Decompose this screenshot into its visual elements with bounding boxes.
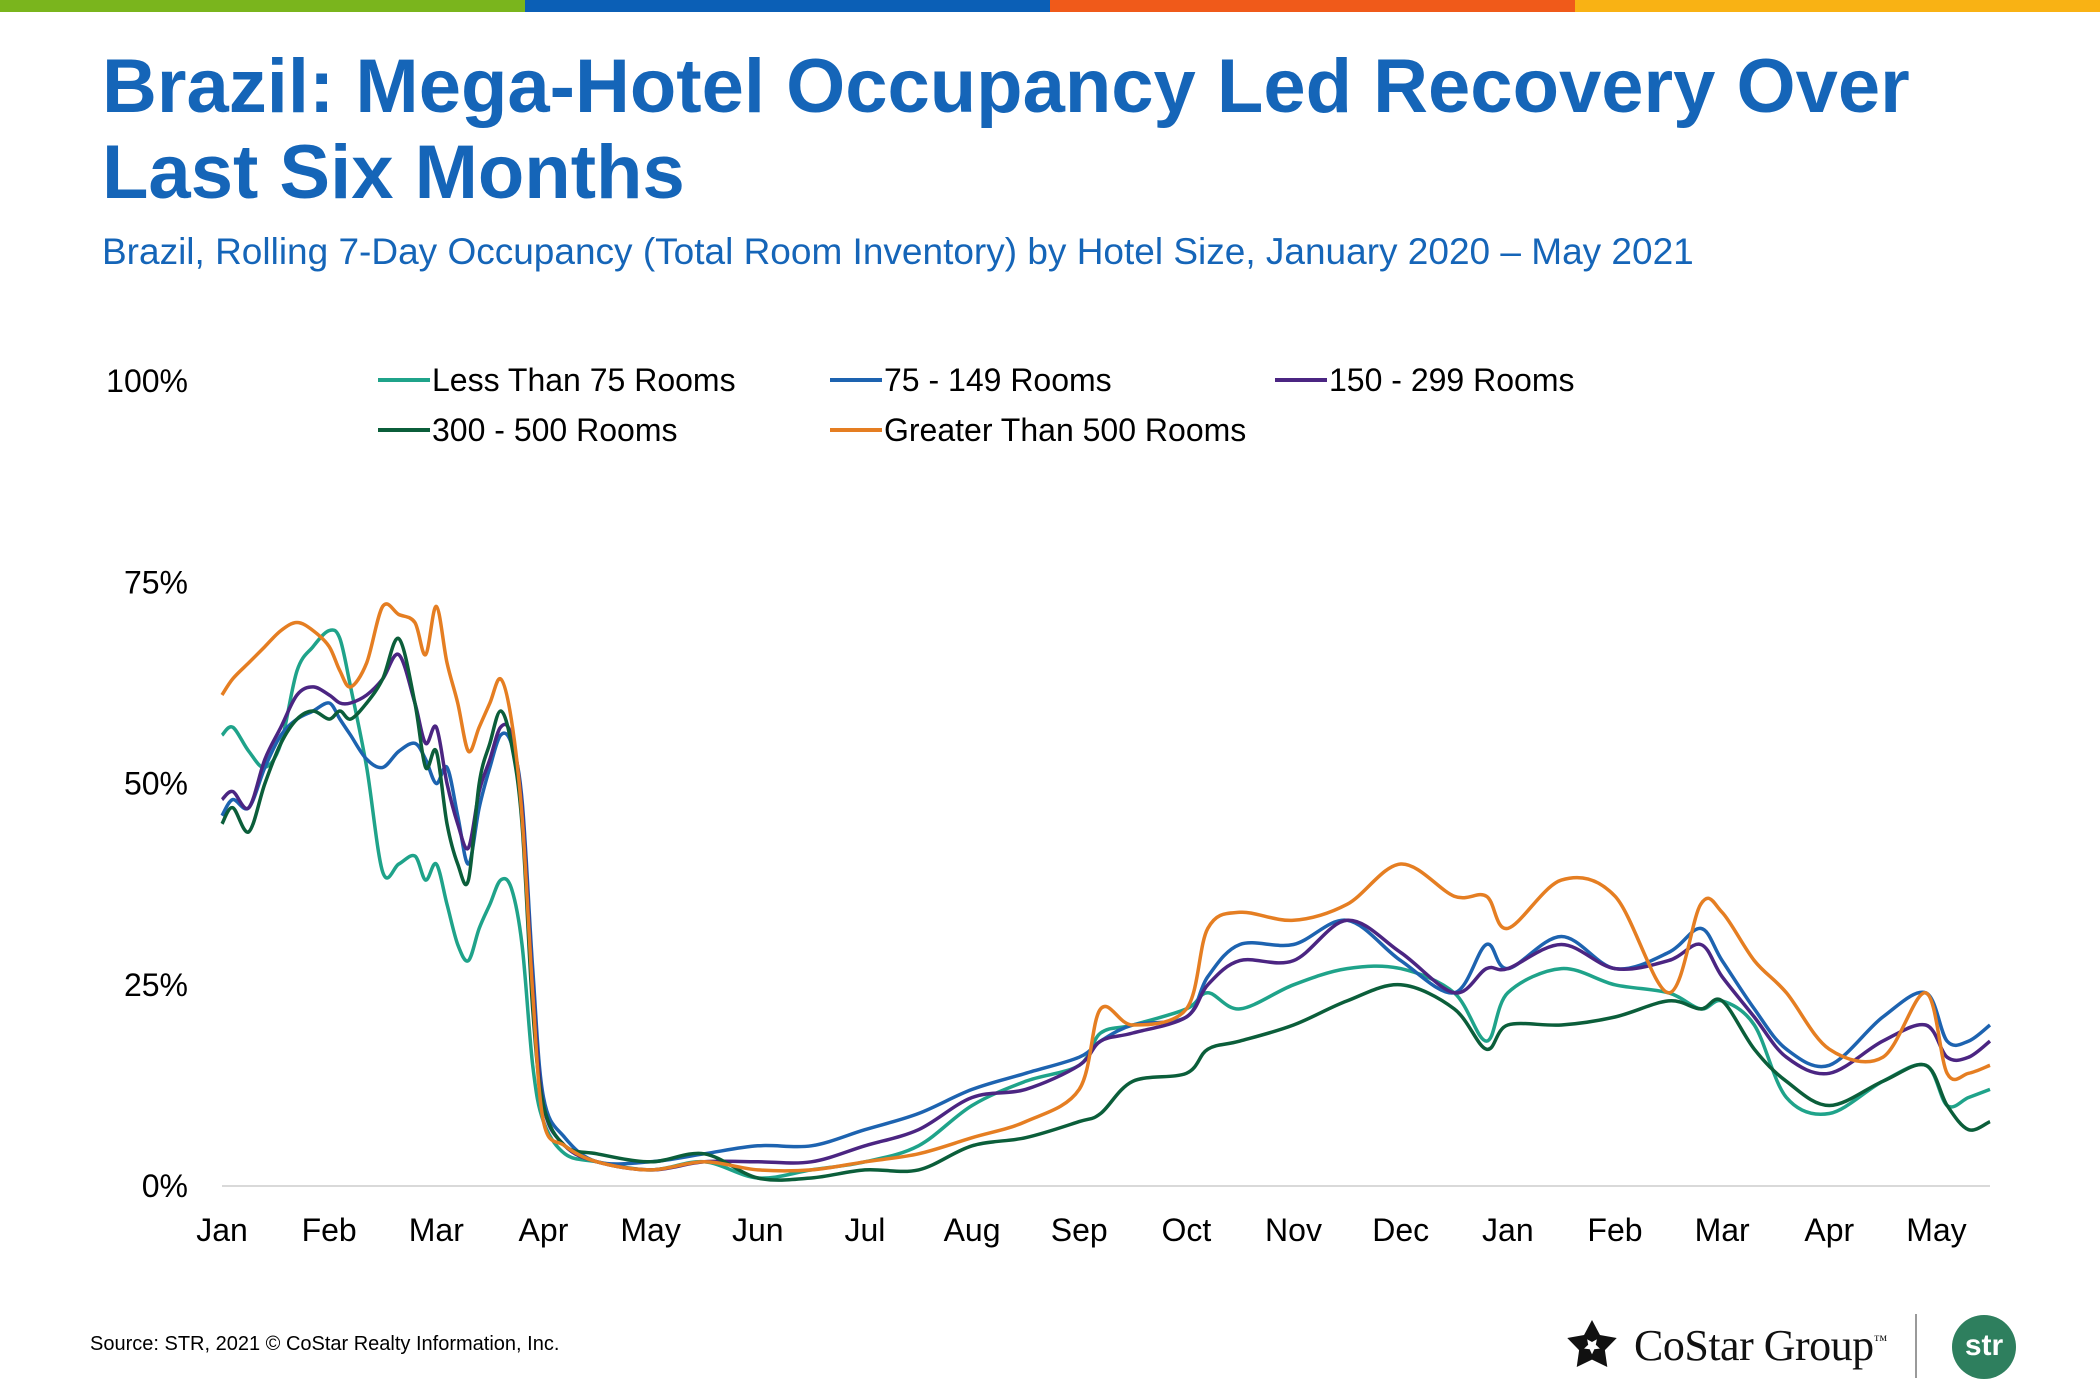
occupancy-line-chart: 0% 25% 50% 75% 100% Jan Feb Mar Apr May Jun Jul Aug… — [106, 362, 1992, 1248]
costar-logo-name: CoStar Group — [1634, 1321, 1874, 1370]
x-tick-label: Mar — [409, 1212, 464, 1248]
x-tick-label: May — [1906, 1212, 1966, 1248]
legend-label: 300 - 500 Rooms — [432, 412, 677, 448]
top-bar-yellow — [1575, 0, 2100, 12]
y-axis: 0% 25% 50% 75% 100% — [106, 363, 188, 1204]
x-tick-label: Jun — [732, 1212, 784, 1248]
series-line-5 — [220, 602, 1991, 1173]
legend-label: 75 - 149 Rooms — [884, 362, 1112, 398]
x-tick-label: Oct — [1161, 1212, 1211, 1248]
costar-star-logo-icon — [1567, 1320, 1617, 1368]
legend-label: Greater Than 500 Rooms — [884, 412, 1246, 448]
x-tick-label: Apr — [519, 1212, 569, 1248]
x-axis: Jan Feb Mar Apr May Jun Jul Aug Sep Oct Nov Dec Jan F… — [196, 1212, 1966, 1248]
series-line-3 — [220, 652, 1992, 1172]
legend-label: Less Than 75 Rooms — [432, 362, 736, 398]
legend-label: 150 - 299 Rooms — [1329, 362, 1574, 398]
series-line-2 — [220, 701, 1992, 1166]
x-tick-label: Sep — [1051, 1212, 1108, 1248]
y-tick-label: 0% — [142, 1168, 188, 1204]
y-tick-label: 50% — [124, 766, 188, 802]
y-tick-label: 100% — [106, 363, 188, 399]
y-tick-label: 75% — [124, 564, 188, 600]
top-color-bar — [0, 0, 2100, 12]
source-note: Source: STR, 2021 © CoStar Realty Inform… — [90, 1333, 560, 1355]
costar-logo-tm: ™ — [1873, 1333, 1888, 1349]
x-tick-label: Feb — [302, 1212, 357, 1248]
x-tick-label: Feb — [1587, 1212, 1642, 1248]
legend: Less Than 75 Rooms 75 - 149 Rooms 150 - 29… — [378, 362, 1574, 448]
chart-subtitle: Brazil, Rolling 7-Day Occupancy (Total R… — [102, 231, 1694, 272]
x-tick-label: Jan — [196, 1212, 248, 1248]
top-bar-blue — [525, 0, 1050, 12]
y-tick-label: 25% — [124, 967, 188, 1003]
top-bar-orange — [1050, 0, 1575, 12]
x-tick-label: Mar — [1695, 1212, 1750, 1248]
page-title: Brazil: Mega-Hotel Occupancy Led Recover… — [102, 44, 1910, 215]
x-tick-label: May — [620, 1212, 680, 1248]
str-logo-badge: str — [1952, 1315, 2016, 1379]
series-line-4 — [220, 636, 1991, 1182]
x-tick-label: Jan — [1482, 1212, 1534, 1248]
x-tick-label: Jul — [844, 1212, 885, 1248]
x-tick-label: Dec — [1372, 1212, 1429, 1248]
top-bar-green — [0, 0, 525, 12]
series-layer — [220, 602, 1992, 1182]
x-tick-label: Apr — [1804, 1212, 1854, 1248]
x-tick-label: Aug — [944, 1212, 1001, 1248]
footer-logos: CoStar Group™ str — [1560, 1310, 2040, 1380]
x-tick-label: Nov — [1265, 1212, 1322, 1248]
logo-divider — [1915, 1314, 1917, 1378]
costar-group-logo-text: CoStar Group™ — [1634, 1320, 1887, 1371]
